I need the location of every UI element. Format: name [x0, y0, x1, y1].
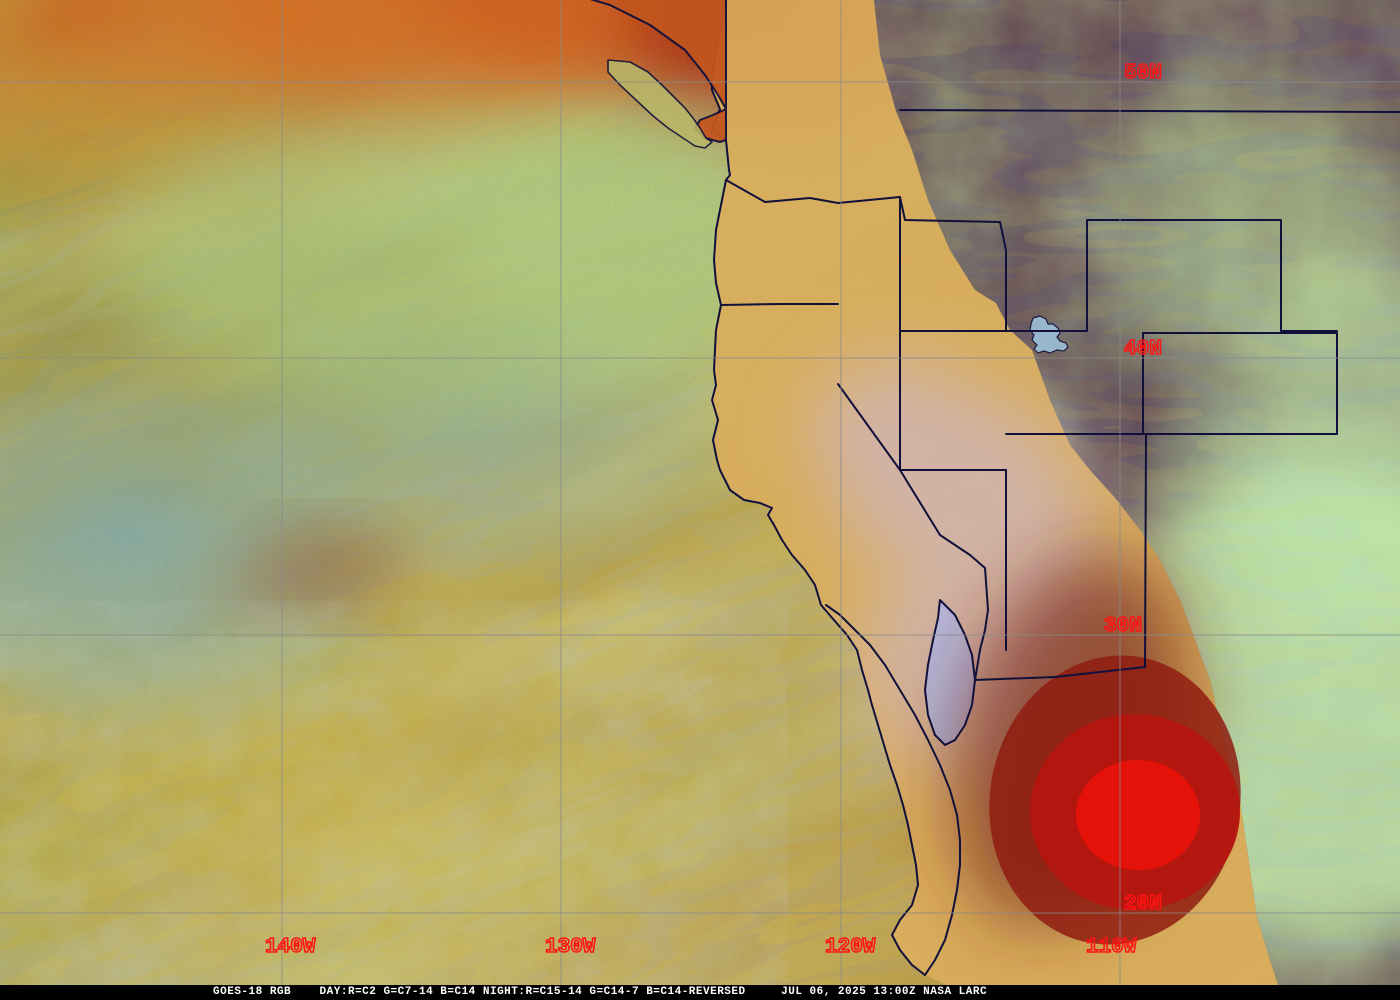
svg-text:50N: 50N	[1124, 62, 1162, 85]
svg-text:140W: 140W	[265, 936, 316, 959]
svg-text:30N: 30N	[1104, 615, 1142, 638]
svg-text:130W: 130W	[545, 936, 596, 959]
svg-text:20N: 20N	[1124, 893, 1162, 916]
svg-text:110W: 110W	[1086, 936, 1137, 959]
svg-text:120W: 120W	[825, 936, 876, 959]
svg-text:40N: 40N	[1124, 338, 1162, 361]
